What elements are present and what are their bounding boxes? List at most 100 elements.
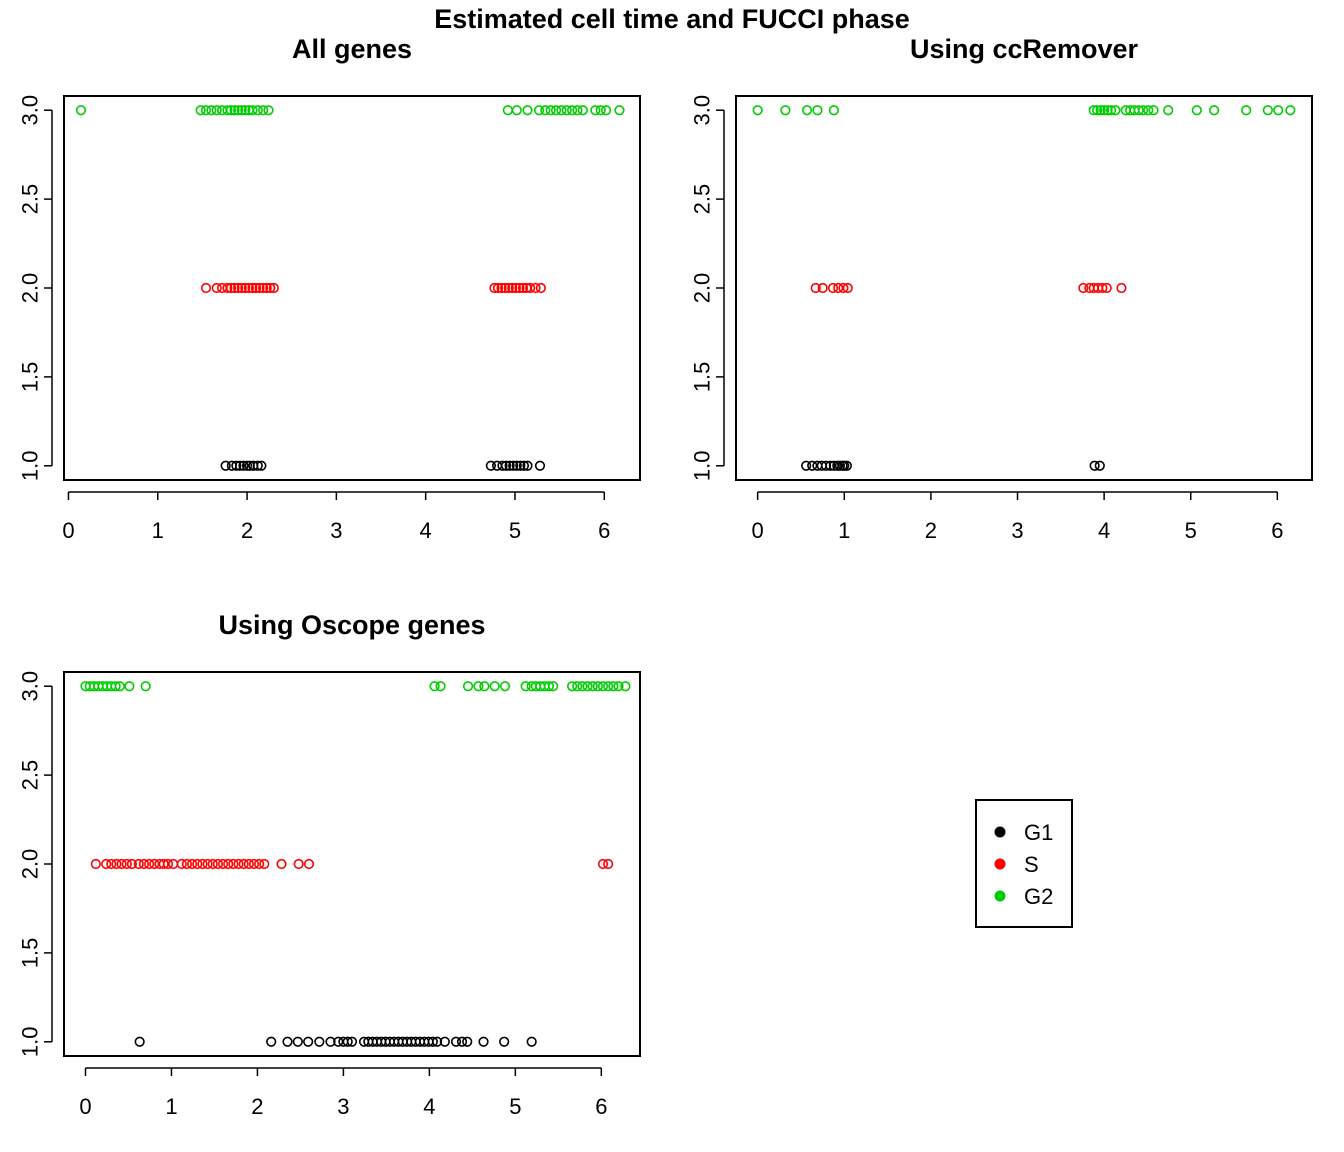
data-point (820, 460, 832, 471)
data-point (233, 858, 244, 870)
data-point (229, 105, 240, 116)
data-point (566, 681, 578, 692)
data-point (525, 282, 536, 294)
data-point (266, 1036, 277, 1047)
y-tick-label: 2.0 (690, 273, 715, 304)
x-axis: 0 1 2 3 4 5 6 (752, 491, 1283, 543)
data-point (121, 858, 132, 870)
x-tick-label: 3 (1011, 518, 1023, 543)
data-point (252, 105, 263, 116)
data-point (1095, 105, 1106, 116)
series-s (90, 858, 614, 870)
data-point (225, 105, 237, 116)
data-point (225, 282, 237, 294)
y-tick-label: 3.0 (690, 95, 715, 126)
data-point (238, 460, 249, 471)
data-point (1241, 105, 1252, 116)
data-point (222, 105, 233, 116)
data-point (211, 282, 222, 294)
data-point (545, 105, 556, 116)
data-point (265, 282, 276, 294)
data-point (243, 858, 254, 870)
data-point (613, 681, 624, 692)
legend-marker-g2 (994, 890, 1006, 902)
data-point (254, 282, 265, 294)
data-point (620, 681, 631, 692)
series-g1 (220, 460, 546, 471)
series-s (810, 282, 1127, 294)
data-point (303, 1036, 314, 1047)
data-point (522, 105, 533, 116)
data-point (106, 858, 117, 870)
data-point (101, 858, 112, 870)
data-point (158, 858, 169, 870)
data-point (200, 105, 212, 116)
data-point (229, 282, 240, 294)
data-point (500, 282, 511, 294)
data-point (1088, 105, 1099, 116)
data-point (752, 105, 763, 116)
data-point (254, 858, 265, 870)
data-point (518, 460, 530, 471)
panel-title: Using Oscope genes (218, 610, 485, 640)
data-point (810, 282, 821, 294)
figure-title: Estimated cell time and FUCCI phase (434, 4, 910, 34)
data-point (1110, 105, 1121, 116)
data-point (268, 282, 279, 294)
data-point (1116, 282, 1127, 294)
data-point (110, 681, 121, 692)
data-point (828, 105, 839, 116)
x-tick-label: 0 (752, 518, 764, 543)
data-point (220, 460, 231, 471)
data-point (116, 858, 127, 870)
data-point (1163, 105, 1174, 116)
x-tick-label: 5 (509, 518, 521, 543)
data-point (801, 105, 813, 116)
data-point (240, 105, 251, 116)
data-point (282, 1036, 293, 1047)
data-point (240, 282, 251, 294)
data-point (247, 105, 258, 116)
data-point (243, 282, 254, 294)
data-point (543, 681, 554, 692)
data-point (842, 282, 853, 294)
data-point (1285, 105, 1296, 116)
x-tick-label: 1 (152, 518, 164, 543)
data-point (261, 282, 272, 294)
data-point (325, 1036, 336, 1047)
data-point (577, 681, 588, 692)
y-axis: 1.0 1.5 2.0 2.5 3.0 (690, 95, 725, 481)
legend-box (975, 799, 1073, 928)
y-axis: 1.0 1.5 2.0 2.5 3.0 (18, 95, 53, 481)
data-point (534, 460, 546, 471)
data-point (592, 681, 603, 692)
data-point (293, 858, 304, 870)
data-point (548, 681, 559, 692)
series-g2 (75, 105, 625, 116)
plot-frame (63, 95, 641, 481)
data-point (485, 460, 496, 471)
y-tick-label: 3.0 (18, 95, 43, 126)
data-point (1137, 105, 1149, 116)
x-tick-label: 0 (62, 518, 74, 543)
data-point (600, 105, 612, 116)
data-point (1078, 282, 1089, 294)
data-point (223, 858, 234, 870)
data-point (314, 1036, 325, 1047)
x-tick-label: 5 (509, 1094, 521, 1119)
y-tick-label: 1.5 (18, 362, 43, 393)
data-point (162, 858, 174, 870)
data-point (577, 105, 588, 116)
data-point (497, 460, 508, 471)
x-tick-label: 6 (595, 1094, 607, 1119)
data-point (499, 1036, 510, 1047)
data-point (572, 681, 583, 692)
data-point (827, 282, 839, 294)
data-point (168, 858, 179, 870)
data-point (456, 1036, 468, 1047)
data-point (276, 858, 287, 870)
x-tick-label: 4 (423, 1094, 435, 1119)
data-point (489, 681, 500, 692)
data-point (134, 1036, 145, 1047)
x-tick-label: 3 (330, 518, 342, 543)
